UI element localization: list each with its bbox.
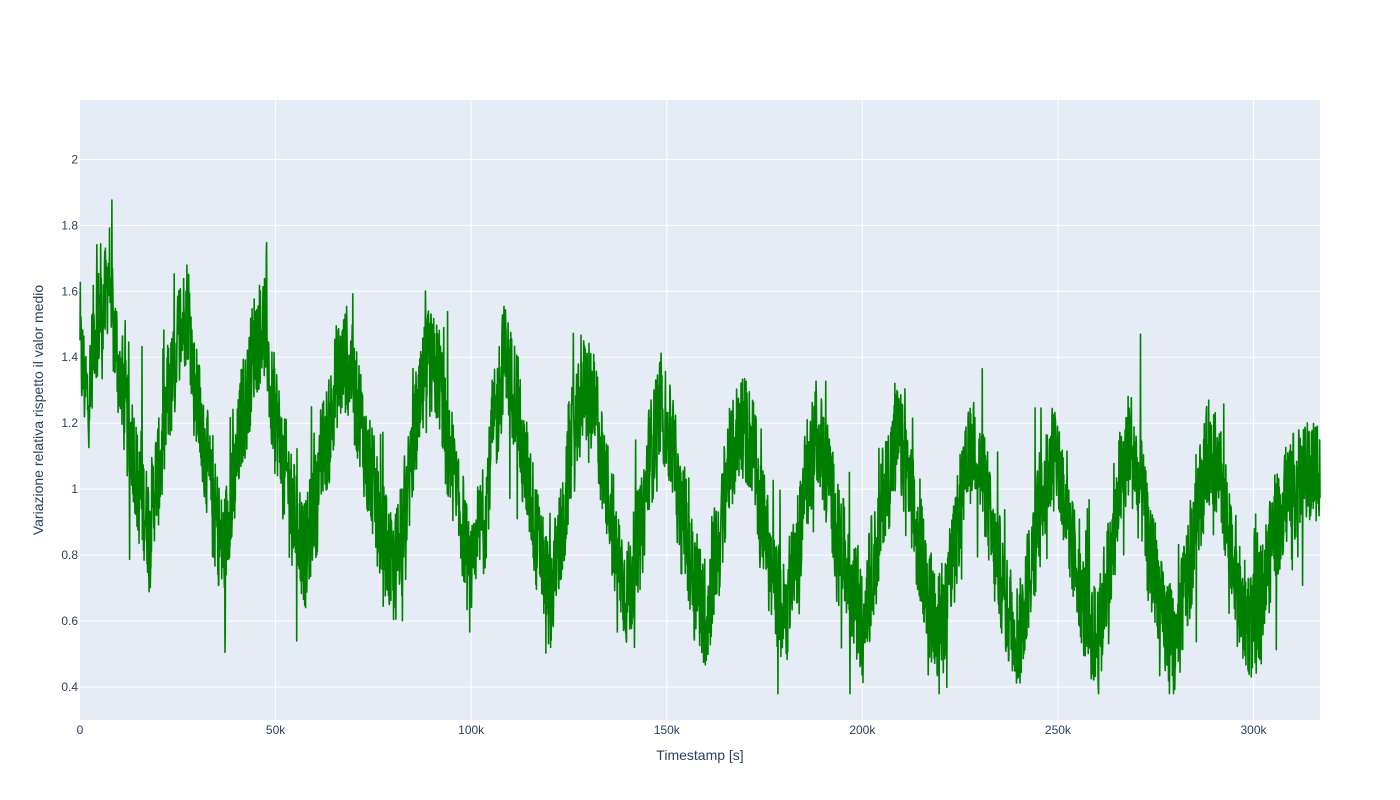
y-tick-label: 0.8: [61, 548, 78, 562]
x-axis-title: Timestamp [s]: [656, 747, 743, 763]
y-tick-label: 1: [71, 482, 78, 496]
y-tick-label: 1.6: [61, 284, 78, 298]
x-tick-label: 200k: [849, 723, 876, 737]
y-axis-title: Variazione relativa rispetto il valor me…: [30, 285, 46, 536]
y-tick-label: 2: [71, 152, 78, 166]
series-line: [79, 199, 1321, 695]
y-tick-label: 1.8: [61, 218, 78, 232]
x-tick-label: 150k: [654, 723, 681, 737]
x-tick-label: 100k: [458, 723, 485, 737]
y-tick-label: 1.2: [61, 416, 78, 430]
x-tick-label: 300k: [1240, 723, 1267, 737]
y-tick-label: 0.4: [61, 680, 78, 694]
series-lines: [79, 199, 1321, 695]
x-tick-label: 0: [77, 723, 84, 737]
x-tick-label: 50k: [266, 723, 286, 737]
x-tick-label: 250k: [1045, 723, 1072, 737]
y-tick-label: 0.6: [61, 614, 78, 628]
x-axis-ticks: 0 50k 100k 150k 200k 250k 300k: [77, 723, 1268, 737]
y-axis-ticks: 0.4 0.6 0.8 1 1.2 1.4 1.6 1.8 2: [61, 152, 78, 694]
y-tick-label: 1.4: [61, 350, 78, 364]
